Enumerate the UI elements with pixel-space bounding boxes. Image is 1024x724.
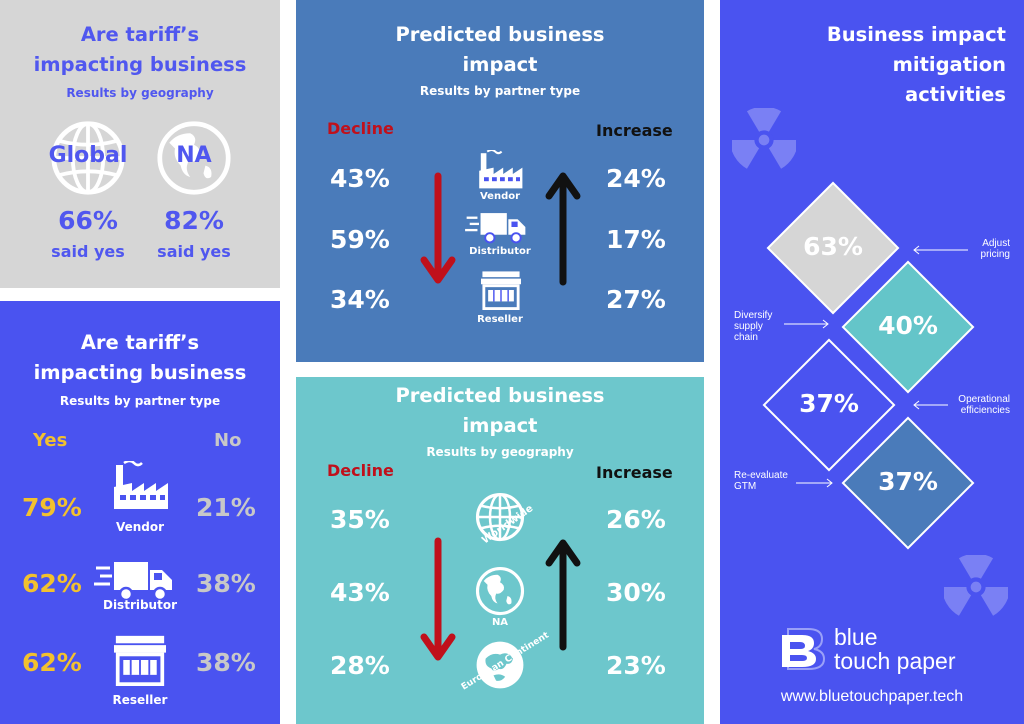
store-icon bbox=[112, 634, 168, 686]
predicted-partner-reseller-decline: 34% bbox=[330, 285, 390, 314]
callout-re-evaluate-gtm: Re-evaluate GTM bbox=[734, 470, 788, 492]
north-america-globe-icon bbox=[475, 566, 525, 616]
geo-na-caption: said yes bbox=[157, 242, 231, 261]
decline-arrow-icon bbox=[420, 537, 456, 661]
diamond-re-evaluate-gtm bbox=[841, 416, 975, 550]
partner-vendor-no: 21% bbox=[196, 493, 256, 522]
predicted-partner-vendor-decline: 43% bbox=[330, 164, 390, 193]
predicted-partner-distributor-decline: 59% bbox=[330, 225, 390, 254]
geo-global-caption: said yes bbox=[51, 242, 125, 261]
partner-panel: Are tariff’s impacting business Results … bbox=[0, 301, 280, 724]
increase-header: Increase bbox=[596, 121, 673, 140]
predicted-partner-subtitle: Results by partner type bbox=[419, 84, 581, 98]
predicted-partner-panel: Predicted business impact Results by par… bbox=[296, 0, 704, 362]
predicted-partner-vendor-label: Vendor bbox=[479, 191, 521, 202]
arrow-icon bbox=[913, 245, 968, 255]
callout-operational-efficiencies: Operational efficiencies bbox=[958, 394, 1010, 416]
callout-line: Adjust bbox=[982, 238, 1010, 249]
factory-icon bbox=[478, 150, 524, 190]
increase-arrow-icon bbox=[545, 172, 581, 286]
diamond-adjust-pricing bbox=[766, 181, 900, 315]
predicted-geo-europe-increase: 23% bbox=[606, 651, 666, 680]
predicted-partner-title-line2: impact bbox=[462, 53, 538, 76]
callout-line: supply bbox=[734, 321, 763, 332]
partner-title-line1: Are tariff’s bbox=[80, 331, 200, 354]
geo-subtitle: Results by geography bbox=[66, 86, 214, 100]
arrow-icon bbox=[913, 400, 948, 410]
predicted-geo-europe-decline: 28% bbox=[330, 651, 390, 680]
predicted-geo-worldwide-increase: 26% bbox=[606, 505, 666, 534]
predicted-geo-na-label: NA bbox=[491, 617, 509, 628]
mitigation-panel: Business impact mitigation activities 63… bbox=[720, 0, 1024, 724]
increase-header: Increase bbox=[596, 463, 673, 482]
predicted-partner-vendor-increase: 24% bbox=[606, 164, 666, 193]
mitigation-title-line1: Business impact bbox=[826, 23, 1006, 46]
geo-title-line1: Are tariff’s bbox=[80, 23, 200, 46]
callout-line: chain bbox=[734, 332, 758, 343]
geo-global-percent: 66% bbox=[58, 206, 118, 235]
callout-line: Operational bbox=[958, 394, 1010, 405]
partner-vendor-label: Vendor bbox=[115, 520, 165, 534]
predicted-geo-title-line1: Predicted business bbox=[395, 384, 605, 407]
diamond-diversify-supply-chain bbox=[841, 260, 975, 394]
mitigation-title-line3: activities bbox=[905, 83, 1006, 106]
partner-title-line2: impacting business bbox=[33, 361, 247, 384]
arrow-icon bbox=[784, 319, 829, 329]
predicted-geo-na-decline: 43% bbox=[330, 578, 390, 607]
increase-arrow-icon bbox=[545, 539, 581, 651]
bluetouchpaper-logo-icon bbox=[782, 628, 826, 670]
geo-panel: Are tariff’s impacting business Results … bbox=[0, 0, 280, 288]
callout-line: efficiencies bbox=[960, 405, 1010, 416]
brand-line1: blue bbox=[834, 624, 878, 650]
predicted-partner-reseller-increase: 27% bbox=[606, 285, 666, 314]
diamond-operational-value: 37% bbox=[799, 389, 859, 418]
store-icon bbox=[479, 270, 523, 310]
predicted-geo-title-line2: impact bbox=[462, 414, 538, 437]
predicted-geo-subtitle: Results by geography bbox=[426, 445, 574, 459]
predicted-geo-worldwide-decline: 35% bbox=[330, 505, 390, 534]
callout-adjust-pricing: Adjust pricing bbox=[981, 238, 1010, 260]
callout-line: Re-evaluate bbox=[734, 470, 788, 481]
geo-na-label: NA bbox=[176, 143, 212, 168]
partner-distributor-label: Distributor bbox=[102, 598, 177, 612]
truck-icon bbox=[464, 211, 527, 244]
factory-icon bbox=[112, 461, 170, 511]
geo-global-label: Global bbox=[48, 143, 128, 168]
diamond-adjust-pricing-value: 63% bbox=[803, 232, 863, 261]
predicted-partner-reseller-label: Reseller bbox=[477, 314, 523, 325]
partner-vendor-yes: 79% bbox=[22, 493, 82, 522]
diamond-operational-efficiencies bbox=[762, 338, 896, 472]
partner-reseller-label: Reseller bbox=[112, 693, 168, 707]
partner-subtitle: Results by partner type bbox=[59, 394, 221, 408]
decline-arrow-icon bbox=[420, 172, 456, 284]
no-header: No bbox=[214, 430, 242, 451]
arrow-icon bbox=[796, 478, 833, 488]
diamond-gtm-value: 37% bbox=[878, 467, 938, 496]
yes-header: Yes bbox=[33, 430, 68, 451]
truck-icon bbox=[92, 560, 174, 602]
geo-title-line2: impacting business bbox=[33, 53, 247, 76]
partner-reseller-yes: 62% bbox=[22, 648, 82, 677]
predicted-partner-distributor-label: Distributor bbox=[469, 246, 531, 257]
predicted-geo-na-increase: 30% bbox=[606, 578, 666, 607]
decline-header: Decline bbox=[327, 119, 394, 138]
geo-na-percent: 82% bbox=[164, 206, 224, 235]
partner-distributor-yes: 62% bbox=[22, 569, 82, 598]
brand-line2: touch paper bbox=[834, 648, 956, 674]
predicted-partner-title-line1: Predicted business bbox=[395, 23, 605, 46]
callout-line: pricing bbox=[980, 249, 1010, 260]
mitigation-title-line2: mitigation bbox=[892, 53, 1006, 76]
diamond-diversify-value: 40% bbox=[878, 311, 938, 340]
mitigation-diamonds bbox=[762, 181, 975, 550]
callout-line: Diversify bbox=[734, 310, 773, 321]
partner-distributor-no: 38% bbox=[196, 569, 256, 598]
callout-diversify-supply-chain: Diversify supply chain bbox=[734, 310, 772, 343]
decline-header: Decline bbox=[327, 461, 394, 480]
partner-reseller-no: 38% bbox=[196, 648, 256, 677]
predicted-geo-panel: Predicted business impact Results by geo… bbox=[296, 377, 704, 724]
predicted-partner-distributor-increase: 17% bbox=[606, 225, 666, 254]
callout-line: GTM bbox=[734, 481, 757, 492]
website-link[interactable]: www.bluetouchpaper.tech bbox=[780, 688, 964, 705]
